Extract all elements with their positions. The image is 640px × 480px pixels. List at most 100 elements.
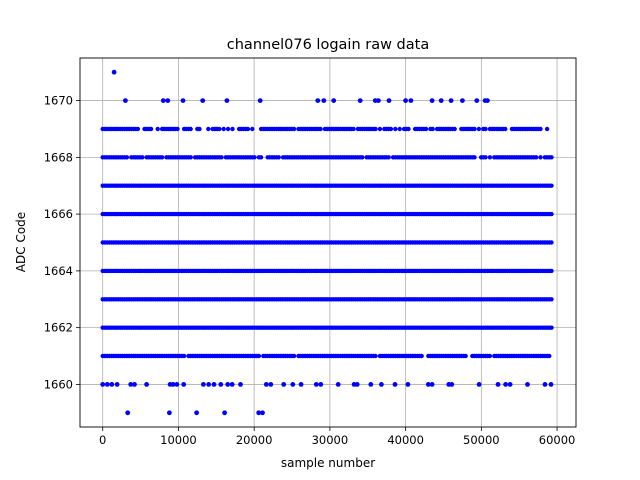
x-tick-label: 10000 [160, 433, 197, 447]
x-tick-label: 0 [99, 433, 106, 447]
outlier-point [548, 382, 554, 387]
outlier-point [298, 382, 304, 387]
data-point [155, 126, 160, 132]
x-tick-label: 40000 [387, 433, 424, 447]
outlier-point [318, 382, 324, 387]
outlier-point [290, 382, 296, 387]
outlier-point [335, 382, 341, 387]
outlier-point [315, 98, 321, 103]
outlier-point [160, 98, 166, 103]
outlier-point [368, 382, 374, 387]
data-point [423, 126, 429, 132]
data-point [221, 126, 226, 132]
outlier-point [408, 98, 414, 103]
data-point [148, 126, 154, 132]
outlier-point [222, 410, 228, 416]
outlier-point [449, 382, 455, 387]
data-points [100, 69, 554, 416]
outlier-point [403, 98, 408, 103]
data-point [206, 126, 211, 132]
data-point [217, 126, 222, 132]
outlier-point [429, 382, 435, 387]
outlier-point [238, 382, 243, 387]
data-point [393, 126, 398, 132]
outlier-point [429, 98, 435, 103]
outlier-point [376, 98, 381, 103]
data-point [538, 155, 543, 160]
data-point [538, 126, 543, 132]
data-point [483, 155, 488, 160]
data-point [463, 353, 468, 359]
data-point [386, 155, 391, 160]
outlier-point [256, 410, 262, 416]
data-point [188, 126, 193, 132]
outlier-point [379, 382, 384, 387]
data-point [549, 240, 554, 245]
data-point [250, 126, 255, 132]
data-point [549, 183, 554, 188]
data-point [219, 155, 224, 160]
outlier-point [448, 98, 454, 103]
outlier-point [174, 382, 180, 387]
data-point [181, 353, 187, 359]
data-point [291, 353, 297, 359]
data-point [188, 155, 193, 160]
data-point [230, 126, 235, 132]
x-tick-label: 20000 [236, 433, 273, 447]
data-point [175, 126, 180, 132]
data-point [124, 155, 130, 160]
data-point [549, 155, 554, 160]
outlier-point [476, 382, 482, 387]
data-point [140, 155, 145, 160]
outlier-point [260, 410, 265, 416]
outlier-point [211, 382, 217, 387]
x-tick-label: 60000 [539, 433, 576, 447]
y-tick-label: 1664 [44, 264, 73, 278]
outlier-point [123, 98, 128, 103]
outlier-point [525, 382, 530, 387]
outlier-point [181, 382, 187, 387]
data-point [276, 155, 281, 160]
outlier-point [201, 382, 206, 387]
data-point [377, 126, 383, 132]
data-point [487, 155, 493, 160]
data-point [225, 126, 231, 132]
data-point [544, 126, 550, 132]
data-point [472, 155, 477, 160]
outlier-point [100, 382, 106, 387]
outlier-point [405, 382, 411, 387]
outlier-point [503, 382, 508, 387]
data-point [373, 353, 378, 359]
outlier-point [128, 382, 134, 387]
data-point [430, 126, 435, 132]
data-point [549, 268, 554, 274]
data-point [397, 126, 402, 132]
y-axis-label: ADC Code [14, 212, 28, 272]
data-point [256, 353, 262, 359]
outlier-point [485, 98, 490, 103]
data-point [472, 126, 477, 132]
data-point [258, 155, 264, 160]
outlier-point [425, 382, 431, 387]
data-point [406, 126, 411, 132]
outlier-point [354, 382, 360, 387]
outlier-point [495, 382, 501, 387]
data-point [159, 155, 165, 160]
y-tick-label: 1666 [44, 207, 73, 221]
outlier-point [170, 382, 176, 387]
data-point [549, 211, 554, 217]
outlier-point [268, 382, 274, 387]
data-point [318, 126, 323, 132]
outlier-point [104, 382, 110, 387]
data-point [487, 353, 493, 359]
outlier-point [200, 98, 206, 103]
data-point [360, 155, 365, 160]
y-axis-ticks: 1660 1662 1664 1666 1668 1670 [44, 94, 80, 391]
outlier-point [507, 382, 513, 387]
outlier-point [321, 98, 327, 103]
y-tick-label: 1662 [44, 321, 73, 335]
outlier-point [125, 410, 131, 416]
outlier-point [225, 382, 231, 387]
outlier-point [194, 410, 200, 416]
